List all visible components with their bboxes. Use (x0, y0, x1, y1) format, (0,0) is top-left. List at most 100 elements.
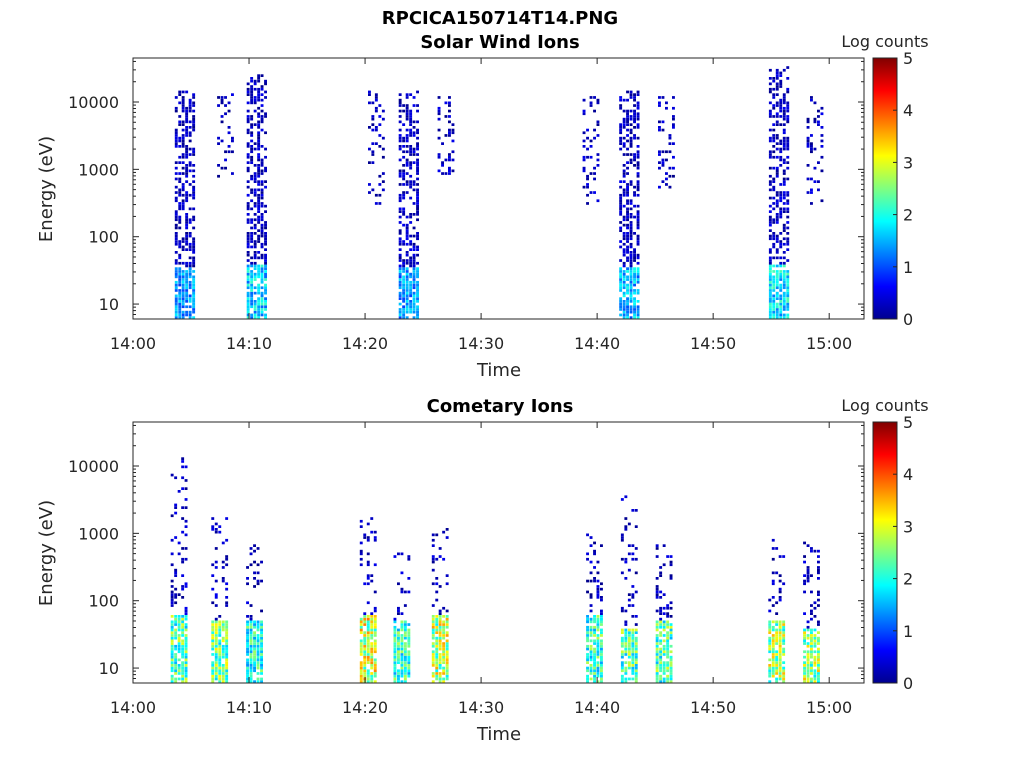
heatmap-cell (438, 585, 442, 588)
heatmap-cell (264, 242, 267, 246)
heatmap-cell (373, 620, 377, 624)
heatmap-cell (250, 280, 254, 284)
heatmap-cell (435, 647, 439, 651)
heatmap-cell (405, 291, 409, 295)
heatmap-cell (188, 131, 192, 135)
x-tick-label: 14:40 (574, 698, 620, 717)
heatmap-cell (224, 158, 227, 162)
heatmap-cell (181, 310, 185, 314)
heatmap-cell (629, 161, 633, 164)
heatmap-cell (626, 213, 629, 216)
heatmap-cell (666, 653, 670, 656)
heatmap-cell (397, 680, 400, 683)
heatmap-cell (174, 300, 178, 303)
heatmap-cell (659, 634, 663, 637)
heatmap-cell (593, 177, 596, 181)
heatmap-cell (768, 289, 772, 292)
heatmap-cell (629, 221, 633, 224)
heatmap-cell (405, 308, 409, 311)
heatmap-cell (813, 601, 817, 605)
heatmap-cell (257, 98, 261, 102)
heatmap-cell (620, 636, 624, 640)
heatmap-cell (253, 147, 257, 151)
heatmap-cell (435, 577, 439, 580)
heatmap-cell (400, 666, 404, 670)
heatmap-cell (658, 96, 661, 99)
heatmap-cell (778, 677, 782, 681)
heatmap-cell (636, 136, 640, 140)
heatmap-cell (249, 653, 253, 656)
heatmap-cell (260, 634, 263, 637)
heatmap-cell (806, 677, 810, 681)
heatmap-cell (771, 639, 775, 643)
heatmap-cell (634, 509, 638, 512)
heatmap-cell (192, 101, 196, 105)
heatmap-cell (393, 625, 397, 629)
heatmap-cell (246, 658, 249, 662)
heatmap-cell (218, 620, 222, 624)
heatmap-cell (782, 316, 786, 319)
heatmap-cell (174, 503, 178, 507)
heatmap-cell (596, 585, 600, 588)
heatmap-cell (672, 174, 675, 178)
heatmap-cell (589, 609, 593, 613)
heatmap-cell (192, 280, 196, 284)
heatmap-cell (181, 278, 185, 281)
heatmap-cell (586, 636, 589, 640)
heatmap-cell (775, 248, 779, 251)
heatmap-cell (775, 571, 779, 575)
heatmap-cell (249, 620, 253, 624)
heatmap-cell (253, 669, 256, 673)
heatmap-cell (211, 563, 215, 567)
heatmap-cell (445, 661, 449, 664)
heatmap-cell (257, 270, 261, 273)
heatmap-cell (181, 109, 185, 113)
heatmap-cell (782, 128, 786, 132)
heatmap-cell (779, 74, 783, 77)
heatmap-cell (624, 557, 628, 561)
heatmap-cell (416, 196, 419, 200)
heatmap-cell (407, 672, 411, 675)
heatmap-cell (779, 109, 783, 113)
heatmap-cell (775, 215, 779, 219)
heatmap-cell (782, 625, 786, 629)
heatmap-cell (435, 557, 439, 561)
heatmap-cell (220, 139, 224, 143)
heatmap-cell (246, 280, 250, 284)
heatmap-cell (170, 644, 174, 648)
heatmap-cell (416, 272, 419, 276)
heatmap-cell (184, 658, 188, 662)
heatmap-cell (416, 218, 419, 222)
heatmap-cell (803, 672, 806, 675)
heatmap-cell (782, 278, 786, 281)
heatmap-cell (620, 653, 624, 656)
heatmap-cell (779, 196, 783, 200)
heatmap-cell (250, 93, 254, 96)
heatmap-cell (435, 658, 439, 662)
heatmap-cell (174, 242, 178, 246)
heatmap-cell (181, 291, 185, 295)
heatmap-cell (181, 280, 185, 284)
heatmap-cell (782, 294, 786, 298)
heatmap-cell (227, 109, 231, 113)
heatmap-cell (779, 275, 783, 279)
heatmap-cell (249, 647, 253, 651)
heatmap-cell (214, 604, 218, 607)
heatmap-cell (246, 291, 250, 295)
heatmap-cell (398, 120, 402, 124)
heatmap-cell (400, 642, 404, 645)
heatmap-cell (813, 180, 817, 183)
heatmap-cell (253, 164, 257, 167)
heatmap-cell (593, 642, 596, 645)
heatmap-cell (782, 172, 786, 175)
heatmap-cell (373, 563, 377, 567)
x-axis-label: Time (476, 360, 521, 381)
heatmap-cell (782, 302, 786, 306)
heatmap-cell (629, 308, 633, 311)
heatmap-cell (589, 634, 593, 637)
heatmap-cell (260, 242, 264, 246)
heatmap-cell (402, 259, 406, 262)
heatmap-cell (218, 615, 222, 618)
heatmap-cell (817, 623, 820, 626)
heatmap-cell (768, 639, 772, 643)
